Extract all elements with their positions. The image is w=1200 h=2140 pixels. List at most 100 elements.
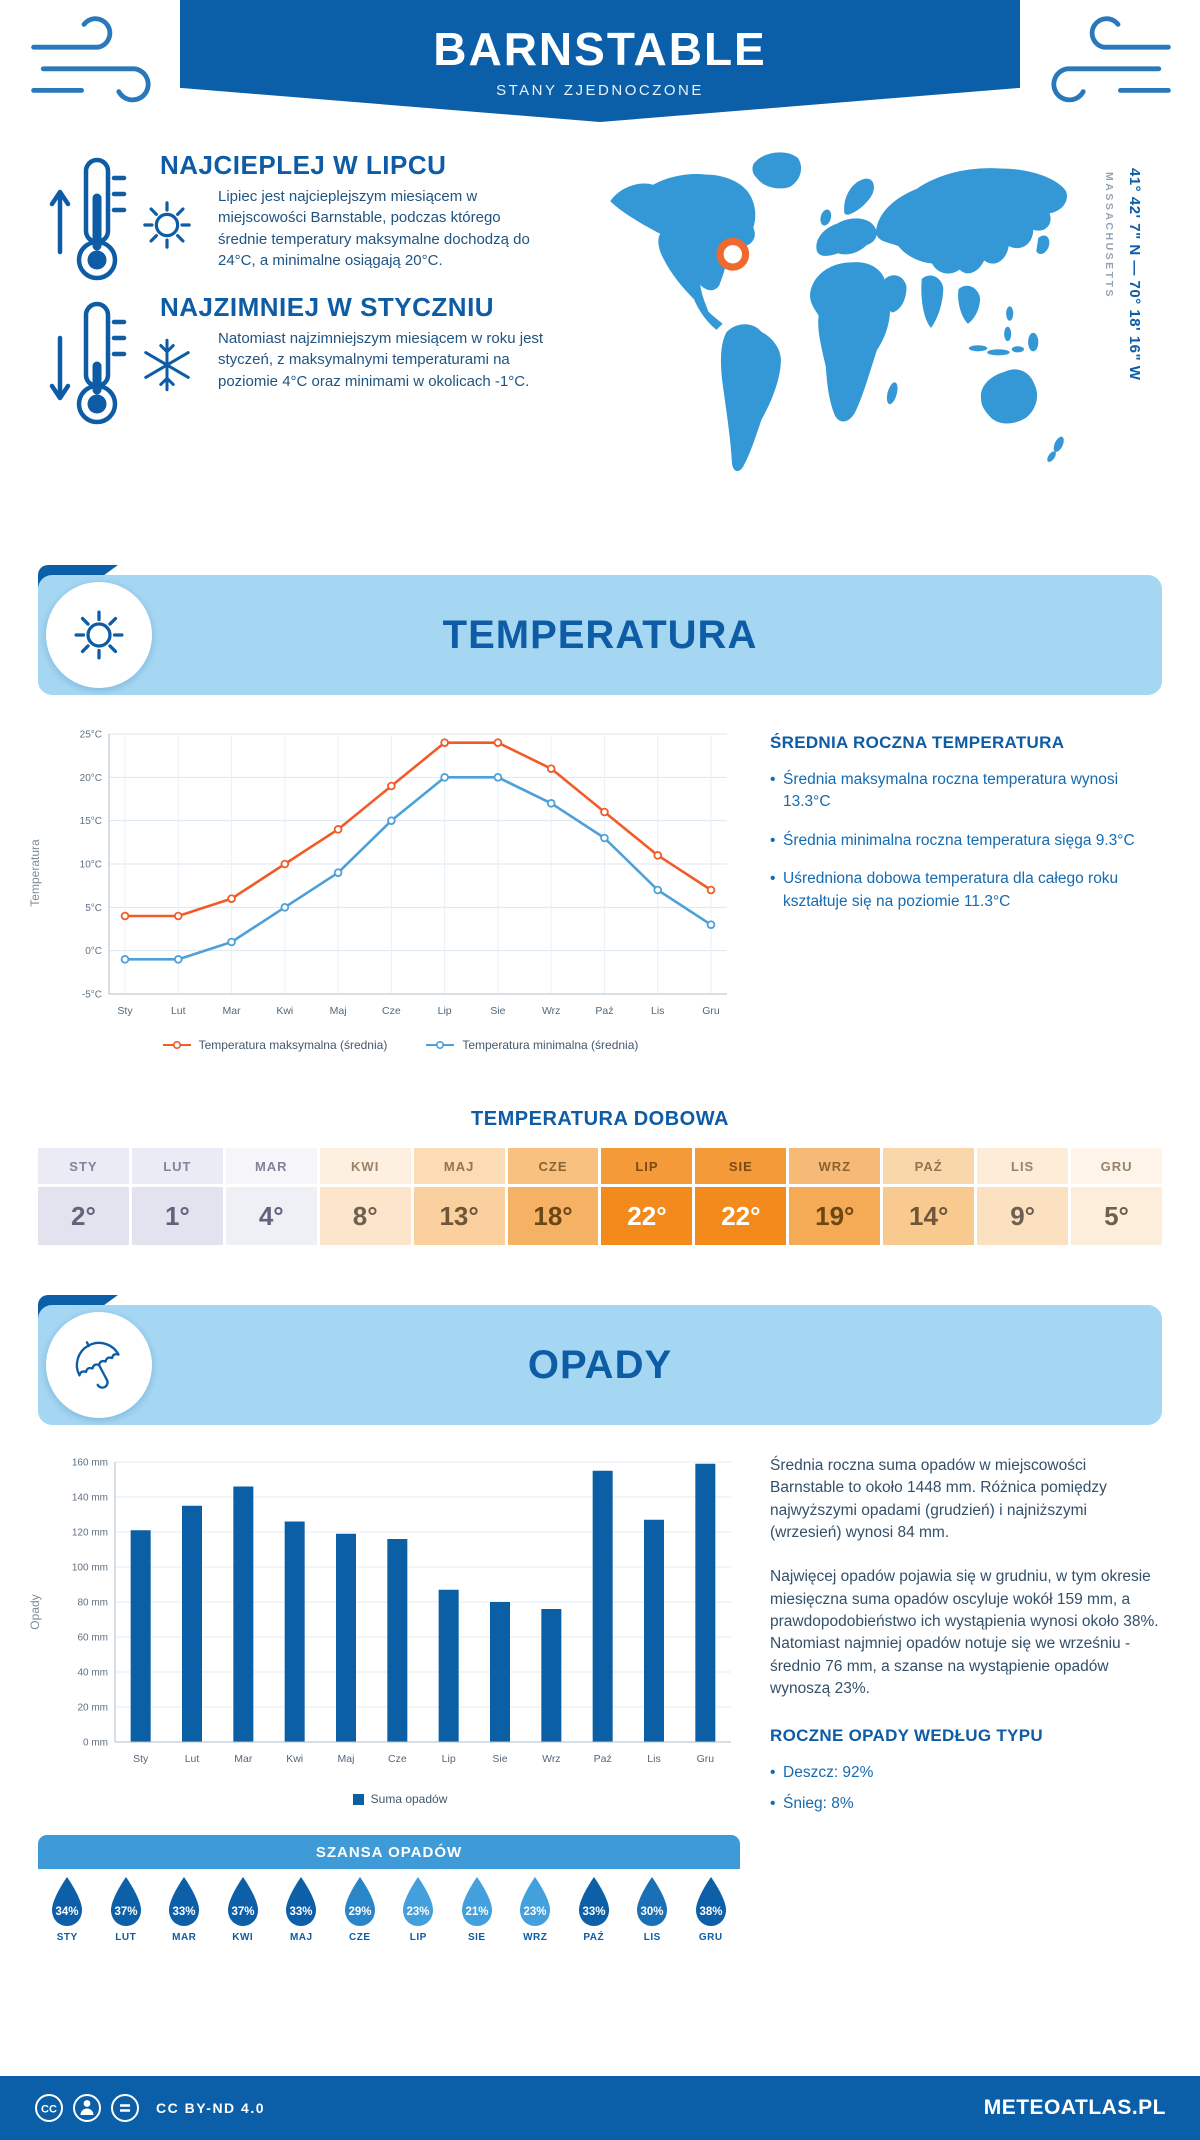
no-derivatives-icon bbox=[111, 2094, 139, 2122]
precip-drop-month: WRZ bbox=[523, 1932, 548, 1943]
daily-temp-month-header: GRU bbox=[1071, 1148, 1162, 1184]
precip-drop-cell: 30% LIS bbox=[623, 1876, 682, 1943]
daily-temp-value-cell: 13° bbox=[413, 1187, 505, 1245]
daily-temp-value-cell: 22° bbox=[601, 1187, 693, 1245]
world-map bbox=[600, 148, 1070, 493]
daily-temp-month-header: STY bbox=[38, 1148, 129, 1184]
svg-text:0°C: 0°C bbox=[85, 946, 102, 957]
daily-temperature-table: STY LUT MAR KWI MAJ CZE LIP SIE WRZ PAŹ LIS GRU 2° 1°… bbox=[38, 1148, 1162, 1245]
license-icons[interactable]: CC bbox=[34, 2093, 140, 2123]
temperature-chart-legend: Temperatura maksymalna (średnia) Temperat… bbox=[55, 1038, 745, 1052]
svg-text:29%: 29% bbox=[348, 1906, 371, 1918]
legend-item: Temperatura maksymalna (średnia) bbox=[162, 1038, 387, 1052]
cold-section-text: Natomiast najzimniejszym miesiącem w rok… bbox=[218, 330, 544, 390]
daily-temp-value-cell: 9° bbox=[977, 1187, 1069, 1245]
svg-text:37%: 37% bbox=[114, 1906, 137, 1918]
svg-text:Maj: Maj bbox=[338, 1753, 355, 1765]
precip-drop-cell: 21% SIE bbox=[448, 1876, 507, 1943]
precip-drop-month: MAJ bbox=[289, 1932, 313, 1943]
wind-icon-left bbox=[31, 16, 151, 103]
raindrop-icon: 34% bbox=[52, 1877, 83, 1926]
svg-text:Gru: Gru bbox=[697, 1753, 715, 1765]
svg-text:Lis: Lis bbox=[647, 1753, 660, 1765]
raindrop-icon: 23% bbox=[520, 1877, 551, 1926]
brand-link[interactable]: METEOATLAS.PL bbox=[983, 2096, 1166, 2119]
precip-drop-month: MAR bbox=[172, 1932, 197, 1943]
temperature-y-axis-title: Temperatura bbox=[28, 839, 42, 907]
daily-temp-month-header: PAŹ bbox=[883, 1148, 975, 1184]
raindrop-icon: 37% bbox=[110, 1877, 141, 1926]
umbrella-icon bbox=[75, 1341, 120, 1389]
svg-text:Maj: Maj bbox=[330, 1005, 347, 1017]
precip-drop-month: LUT bbox=[115, 1932, 137, 1943]
daily-temp-month-header: KWI bbox=[319, 1148, 411, 1184]
attribution-icon bbox=[73, 2094, 101, 2122]
temperature-band-icon-circle bbox=[46, 582, 152, 688]
svg-text:Mar: Mar bbox=[234, 1753, 253, 1765]
precip-drop-month: KWI bbox=[232, 1932, 254, 1943]
svg-text:Paź: Paź bbox=[595, 1005, 613, 1017]
raindrop-icon: 23% bbox=[403, 1877, 434, 1926]
raindrop-icon: 21% bbox=[461, 1877, 492, 1926]
precip-drop-cell: 37% KWI bbox=[214, 1876, 273, 1943]
temperature-line-chart: 25°C 20°C 15°C 10°C 5°C 0°C -5°C Sty Lut Mar Kwi Ma… bbox=[55, 718, 745, 1030]
precipitation-band-title: OPADY bbox=[527, 1342, 673, 1387]
map-continents bbox=[610, 152, 1067, 472]
temperature-band-title: TEMPERATURA bbox=[442, 612, 758, 657]
daily-temp-value-cell: 4° bbox=[225, 1187, 317, 1245]
svg-text:Lis: Lis bbox=[651, 1005, 664, 1017]
raindrop-icon: 33% bbox=[169, 1877, 200, 1926]
svg-text:Lut: Lut bbox=[185, 1753, 200, 1765]
precipitation-type-snow: Śnieg: 8% bbox=[770, 1793, 1162, 1816]
svg-text:140 mm: 140 mm bbox=[72, 1493, 108, 1504]
svg-text:Cze: Cze bbox=[382, 1005, 401, 1017]
daily-temp-value-cell: 2° bbox=[38, 1187, 129, 1245]
title-banner: BARNSTABLE STANY ZJEDNOCZONE bbox=[180, 0, 1020, 122]
license-text[interactable]: CC BY-ND 4.0 bbox=[156, 2100, 266, 2116]
snowflake-icon bbox=[144, 338, 190, 392]
precipitation-band: OPADY bbox=[38, 1305, 1162, 1425]
legend-item: Suma opadów bbox=[352, 1792, 447, 1806]
precip-drop-month: LIS bbox=[643, 1932, 661, 1943]
svg-text:0 mm: 0 mm bbox=[83, 1738, 108, 1749]
svg-text:25°C: 25°C bbox=[80, 730, 102, 741]
precip-drop-cell: 33% PAŹ bbox=[565, 1876, 624, 1943]
svg-text:Sty: Sty bbox=[133, 1753, 149, 1765]
temperature-summary-title: ŚREDNIA ROCZNA TEMPERATURA bbox=[770, 733, 1065, 752]
temperature-band: TEMPERATURA bbox=[38, 575, 1162, 695]
raindrop-icon: 38% bbox=[695, 1877, 726, 1926]
svg-text:Kwi: Kwi bbox=[276, 1005, 293, 1017]
svg-text:33%: 33% bbox=[173, 1906, 196, 1918]
daily-temp-value-cell: 19° bbox=[789, 1187, 881, 1245]
precipitation-type-title: ROCZNE OPADY WEDŁUG TYPU bbox=[770, 1726, 1043, 1746]
precip-drop-cell: 29% CZE bbox=[331, 1876, 390, 1943]
country-subtitle: STANY ZJEDNOCZONE bbox=[496, 82, 704, 99]
temperature-summary-bullet: Średnia maksymalna roczna temperatura wy… bbox=[770, 769, 1162, 814]
daily-temp-value-cell: 22° bbox=[695, 1187, 787, 1245]
precip-drop-cell: 33% MAR bbox=[155, 1876, 214, 1943]
raindrop-icon: 33% bbox=[578, 1877, 609, 1926]
precip-drop-cell: 23% WRZ bbox=[506, 1876, 565, 1943]
svg-text:Sie: Sie bbox=[492, 1753, 507, 1765]
raindrop-icon: 37% bbox=[227, 1877, 258, 1926]
daily-temp-month-header: LIS bbox=[977, 1148, 1069, 1184]
raindrop-icon: 33% bbox=[286, 1877, 317, 1926]
svg-text:23%: 23% bbox=[524, 1906, 547, 1918]
raindrop-icon: 29% bbox=[344, 1877, 375, 1926]
svg-text:Lip: Lip bbox=[438, 1005, 452, 1017]
svg-text:30%: 30% bbox=[641, 1906, 664, 1918]
precip-drop-month: CZE bbox=[349, 1932, 371, 1943]
svg-text:80 mm: 80 mm bbox=[77, 1598, 108, 1609]
cc-icon: CC bbox=[35, 2094, 63, 2122]
svg-text:20°C: 20°C bbox=[80, 773, 102, 784]
svg-text:20 mm: 20 mm bbox=[77, 1703, 108, 1714]
svg-text:34%: 34% bbox=[56, 1906, 79, 1918]
svg-text:Sty: Sty bbox=[117, 1005, 133, 1017]
svg-text:10°C: 10°C bbox=[80, 860, 102, 871]
daily-temp-month-header: MAR bbox=[225, 1148, 317, 1184]
coordinates-label: 41° 42' 7" N — 70° 18' 16" W bbox=[1126, 168, 1143, 381]
svg-text:37%: 37% bbox=[231, 1906, 254, 1918]
precipitation-paragraph-1: Średnia roczna suma opadów w miejscowośc… bbox=[770, 1457, 1107, 1541]
daily-temp-month-header: CZE bbox=[507, 1148, 599, 1184]
